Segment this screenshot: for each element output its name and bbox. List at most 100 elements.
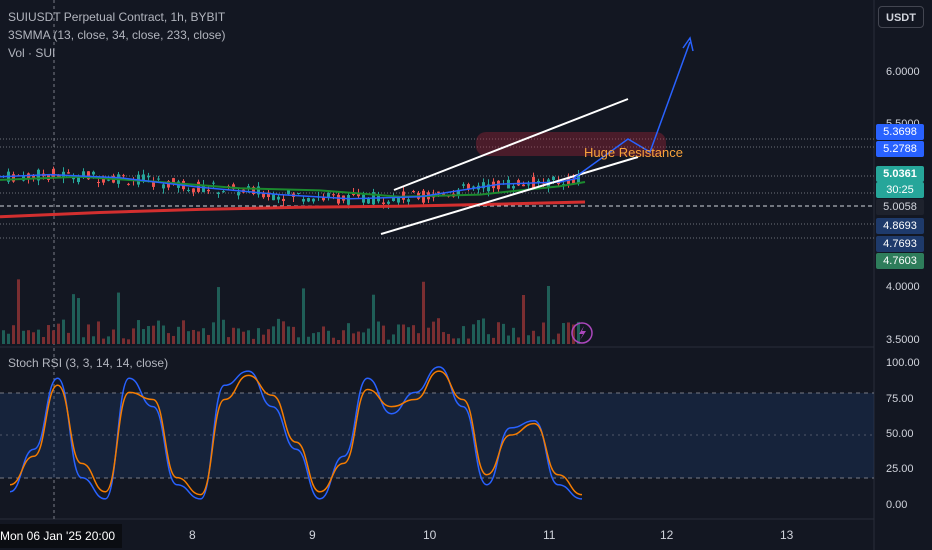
volume-bar (252, 338, 255, 344)
price-tag-ma: 4.8693 (876, 218, 924, 234)
volume-bar (7, 333, 10, 344)
volume-bar (77, 298, 80, 344)
stoch-tick: 100.00 (886, 357, 920, 369)
volume-bar (42, 337, 45, 344)
volume-bar (62, 319, 65, 344)
channel-lower-line[interactable] (380, 156, 639, 235)
volume-bar (132, 328, 135, 344)
volume-bar (187, 331, 190, 344)
volume-bar (72, 294, 75, 344)
volume-bar (17, 279, 20, 344)
candle-body (167, 181, 170, 188)
volume-bar (527, 335, 530, 344)
volume-bar (12, 325, 15, 344)
volume-bar (382, 325, 385, 344)
volume-bar (237, 328, 240, 344)
candle-body (202, 184, 205, 193)
volume-bar (392, 334, 395, 344)
volume-bar (542, 322, 545, 344)
volume-bar (157, 320, 160, 344)
volume-bar (467, 338, 470, 344)
volume-bar (287, 326, 290, 344)
candle-body (572, 178, 575, 184)
candle-body (367, 198, 370, 204)
ma-13-line (0, 173, 581, 200)
volume-bar (232, 327, 235, 344)
volume-bar (547, 285, 550, 344)
stoch-tick: 25.00 (886, 463, 914, 475)
candle-body (277, 196, 280, 200)
candle-body (312, 198, 315, 202)
stoch-band (0, 393, 874, 478)
candle-body (147, 175, 150, 178)
volume-bar (37, 329, 40, 344)
candle-body (262, 193, 265, 198)
volume-bar (552, 339, 555, 344)
indicator-legend[interactable]: 3SMMA (13, close, 34, close, 233, close) (8, 28, 226, 42)
volume-bar (257, 328, 260, 344)
volume-bar (222, 319, 225, 344)
volume-bar (357, 331, 360, 344)
volume-bar (322, 326, 325, 344)
candle-body (397, 197, 400, 203)
volume-bar (302, 288, 305, 344)
volume-bar (82, 337, 85, 344)
volume-bar (327, 330, 330, 344)
candle-body (407, 199, 410, 202)
projection-path[interactable] (573, 41, 691, 179)
candle-body (217, 192, 220, 195)
volume-bar (277, 318, 280, 344)
time-tick: 9 (309, 528, 316, 542)
candle-body (187, 189, 190, 191)
volume-bar (417, 333, 420, 344)
volume-bar (472, 324, 475, 344)
volume-bar (102, 338, 105, 344)
stoch-legend[interactable]: Stoch RSI (3, 3, 14, 14, close) (8, 356, 169, 370)
resistance-annotation[interactable]: Huge Resistance (584, 145, 683, 160)
candle-body (567, 178, 570, 186)
volume-bar (562, 323, 565, 344)
price-tag-marker: 5.0058 (876, 199, 924, 215)
volume-bar (32, 332, 35, 344)
symbol-legend[interactable]: SUIUSDT Perpetual Contract, 1h, BYBIT (8, 10, 226, 24)
volume-bar (457, 338, 460, 344)
price-tag-last: 5.0361 (876, 166, 924, 182)
price-tick: 6.0000 (886, 66, 920, 78)
currency-button[interactable]: USDT (878, 6, 924, 28)
channel-upper-line[interactable] (393, 98, 629, 191)
volume-bar (517, 337, 520, 344)
price-tag-resistance-high: 5.3698 (876, 124, 924, 140)
candle-body (32, 174, 35, 178)
volume-bar (387, 339, 390, 344)
candle-body (172, 178, 175, 184)
volume-bar (492, 337, 495, 344)
lightning-icon[interactable] (571, 322, 593, 344)
volume-bar (312, 333, 315, 344)
volume-bar (427, 327, 430, 344)
candle-body (237, 192, 240, 196)
volume-bar (307, 336, 310, 344)
candle-body (157, 178, 160, 180)
candle-body (522, 184, 525, 187)
stoch-tick: 50.00 (886, 428, 914, 440)
volume-bar (67, 332, 70, 344)
volume-bar (207, 334, 210, 344)
volume-bar (47, 325, 50, 344)
volume-bar (447, 333, 450, 344)
volume-bar (127, 339, 130, 344)
volume-bar (177, 326, 180, 344)
candle-body (87, 171, 90, 180)
candle-body (107, 179, 110, 181)
volume-bar (422, 281, 425, 344)
volume-legend[interactable]: Vol · SUI (8, 46, 56, 60)
crosshair-date-label: Mon 06 Jan '25 20:00 (0, 524, 122, 548)
candle-body (347, 195, 350, 205)
candle-body (67, 172, 70, 174)
volume-bar (532, 330, 535, 344)
volume-bar (507, 335, 510, 344)
resistance-zone[interactable] (476, 132, 666, 156)
volume-bar (272, 326, 275, 344)
candle-body (457, 189, 460, 196)
volume-bar (152, 325, 155, 344)
